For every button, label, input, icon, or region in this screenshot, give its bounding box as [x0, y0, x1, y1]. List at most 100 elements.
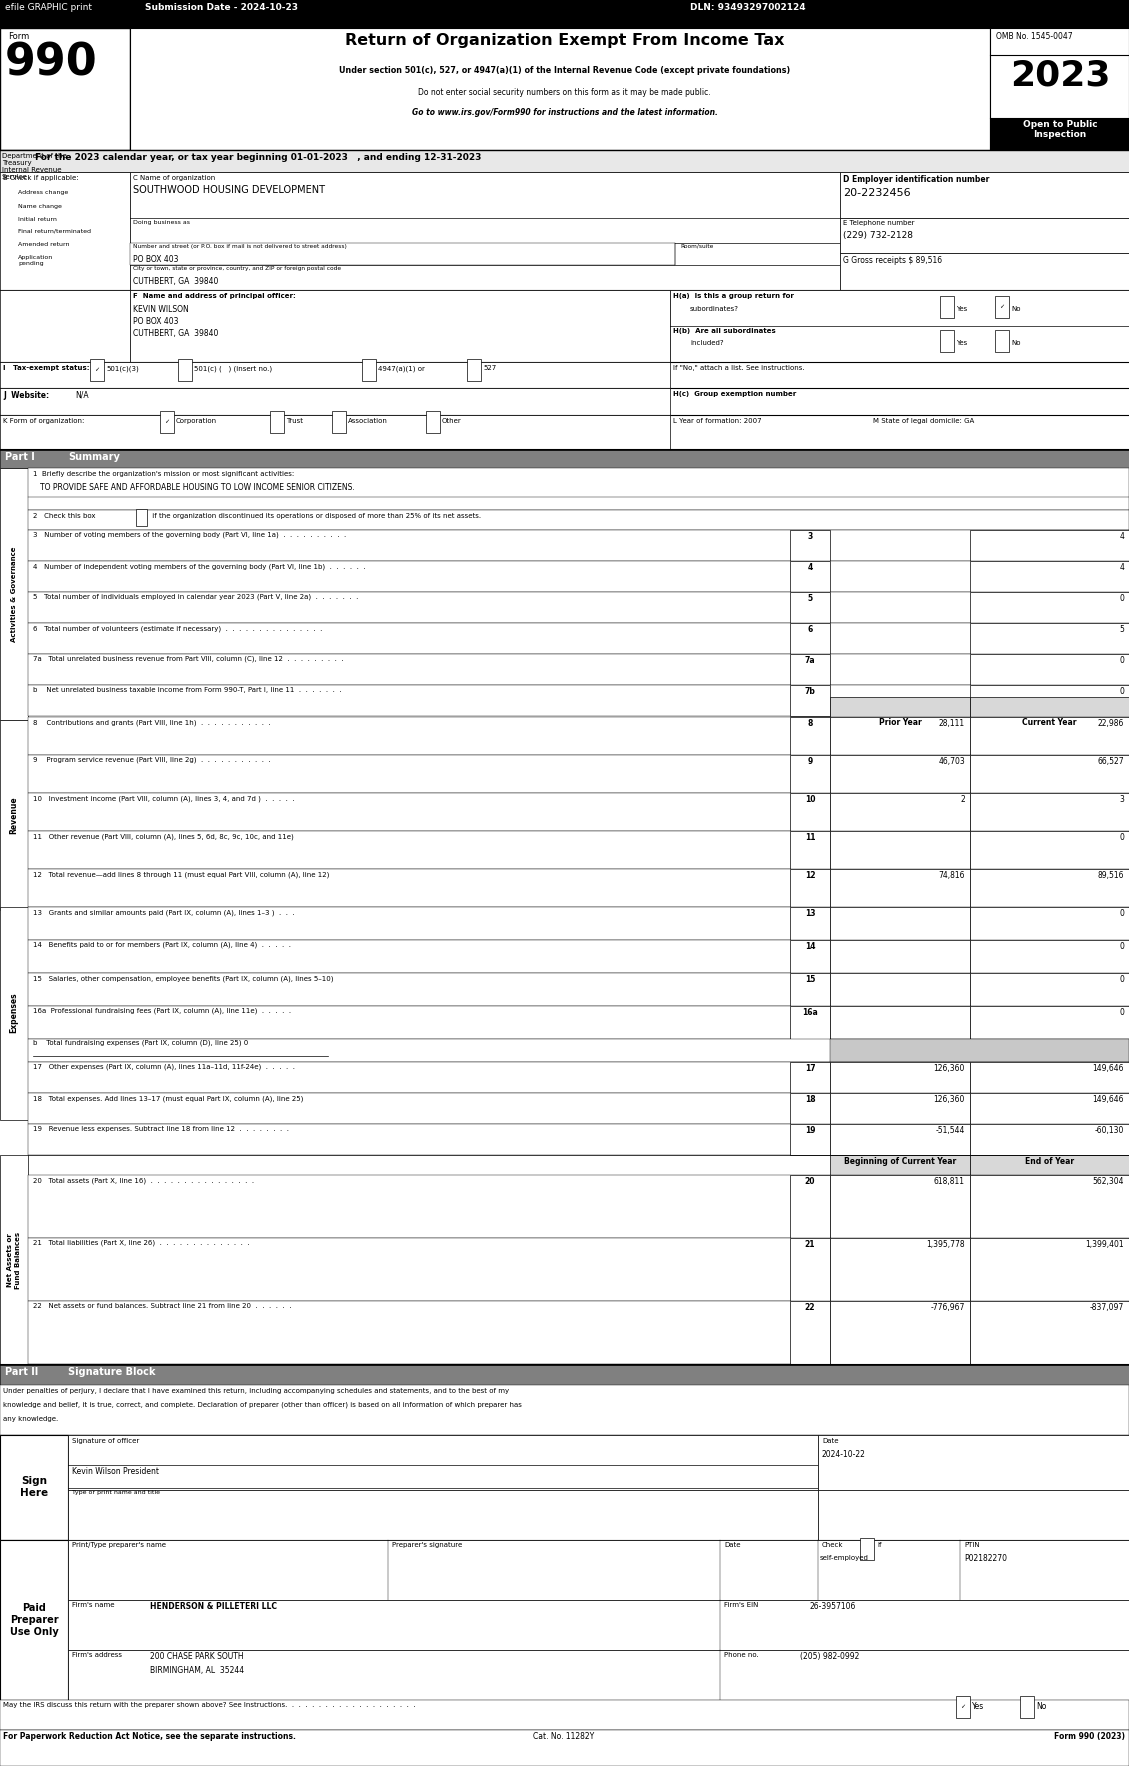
Bar	[970, 698, 1129, 717]
Bar	[28, 592, 1129, 623]
Bar	[790, 685, 830, 715]
Text: (229) 732-2128: (229) 732-2128	[843, 231, 913, 240]
Text: Go to www.irs.gov/Form990 for instructions and the latest information.: Go to www.irs.gov/Form990 for instructio…	[412, 108, 717, 117]
Text: Firm's address: Firm's address	[72, 1651, 122, 1658]
Text: E Telephone number: E Telephone number	[843, 221, 914, 226]
Text: M State of legal domicile: GA: M State of legal domicile: GA	[873, 419, 974, 424]
Text: L Year of formation: 2007: L Year of formation: 2007	[673, 419, 762, 424]
Text: Expenses: Expenses	[9, 992, 18, 1033]
Text: Sign
Here: Sign Here	[20, 1476, 49, 1498]
Text: Kevin Wilson President: Kevin Wilson President	[72, 1468, 159, 1476]
Bar	[28, 468, 1129, 510]
Bar	[830, 1123, 970, 1155]
Bar	[830, 1238, 970, 1302]
Bar	[970, 1093, 1129, 1123]
Bar	[0, 721, 28, 909]
Text: Address change: Address change	[18, 191, 68, 194]
Text: knowledge and belief, it is true, correct, and complete. Declaration of preparer: knowledge and belief, it is true, correc…	[3, 1402, 522, 1409]
Text: 126,360: 126,360	[934, 1063, 965, 1074]
Text: Room/suite: Room/suite	[680, 244, 714, 249]
Text: Check: Check	[822, 1542, 843, 1549]
Bar	[135, 509, 147, 526]
Bar	[970, 973, 1129, 1007]
Text: 14: 14	[805, 941, 815, 952]
Bar	[90, 358, 104, 381]
Bar	[130, 244, 675, 265]
Bar	[0, 908, 28, 1120]
Text: For the 2023 calendar year, or tax year beginning 01-01-2023   , and ending 12-3: For the 2023 calendar year, or tax year …	[35, 154, 481, 162]
Text: -837,097: -837,097	[1089, 1303, 1124, 1312]
Bar	[830, 1155, 970, 1174]
Text: DLN: 93493297002124: DLN: 93493297002124	[690, 4, 806, 12]
Text: 10: 10	[805, 795, 815, 804]
Text: 5: 5	[1119, 625, 1124, 634]
Text: 14   Benefits paid to or for members (Part IX, column (A), line 4)  .  .  .  .  : 14 Benefits paid to or for members (Part…	[33, 941, 291, 948]
Text: 11: 11	[805, 834, 815, 842]
Text: 74,816: 74,816	[938, 871, 965, 879]
Text: KEVIN WILSON: KEVIN WILSON	[133, 306, 189, 314]
Text: Cat. No. 11282Y: Cat. No. 11282Y	[533, 1732, 595, 1741]
Text: Yes: Yes	[956, 341, 968, 346]
Text: No: No	[1036, 1702, 1047, 1711]
Text: Date: Date	[822, 1438, 839, 1445]
Text: 18: 18	[805, 1095, 815, 1104]
Text: 4: 4	[1119, 532, 1124, 540]
Bar	[970, 1123, 1129, 1155]
Text: 1,399,401: 1,399,401	[1085, 1240, 1124, 1249]
Text: 501(c) (   ) (insert no.): 501(c) ( ) (insert no.)	[194, 366, 272, 371]
Bar	[28, 869, 1129, 908]
Bar	[790, 592, 830, 623]
Text: Preparer's signature: Preparer's signature	[392, 1542, 462, 1549]
Text: K Form of organization:: K Form of organization:	[3, 419, 85, 424]
Bar	[970, 717, 1129, 756]
Text: HENDERSON & PILLETERI LLC: HENDERSON & PILLETERI LLC	[150, 1602, 277, 1611]
Text: Paid
Preparer
Use Only: Paid Preparer Use Only	[10, 1604, 59, 1637]
Text: 21   Total liabilities (Part X, line 26)  .  .  .  .  .  .  .  .  .  .  .  .  . : 21 Total liabilities (Part X, line 26) .…	[33, 1240, 250, 1247]
Text: G Gross receipts $ 89,516: G Gross receipts $ 89,516	[843, 256, 942, 265]
Bar	[830, 973, 970, 1007]
Text: Date: Date	[724, 1542, 741, 1549]
Text: -51,544: -51,544	[936, 1127, 965, 1136]
Bar	[28, 510, 1129, 530]
Bar	[990, 28, 1129, 150]
Bar	[68, 1649, 1129, 1701]
Bar	[426, 411, 440, 433]
Text: 6   Total number of volunteers (estimate if necessary)  .  .  .  .  .  .  .  .  : 6 Total number of volunteers (estimate i…	[33, 625, 323, 632]
Bar	[956, 1695, 970, 1718]
Text: 501(c)(3): 501(c)(3)	[106, 366, 139, 371]
Text: 46,703: 46,703	[938, 758, 965, 766]
Bar	[790, 1123, 830, 1155]
Bar	[0, 1385, 1129, 1436]
Bar	[28, 1302, 1129, 1363]
Text: 17   Other expenses (Part IX, column (A), lines 11a–11d, 11f-24e)  .  .  .  .  .: 17 Other expenses (Part IX, column (A), …	[33, 1063, 295, 1070]
Text: b    Net unrelated business taxable income from Form 990-T, Part I, line 11  .  : b Net unrelated business taxable income …	[33, 687, 342, 692]
Text: -776,967: -776,967	[930, 1303, 965, 1312]
Bar	[830, 756, 970, 793]
Text: Firm's EIN: Firm's EIN	[724, 1602, 759, 1609]
Text: H(a)  Is this a group return for: H(a) Is this a group return for	[673, 293, 794, 298]
Bar	[0, 1701, 1129, 1731]
Bar	[790, 973, 830, 1007]
Text: Type or print name and title: Type or print name and title	[72, 1491, 160, 1496]
Bar	[970, 530, 1129, 562]
Bar	[790, 717, 830, 756]
Bar	[0, 362, 669, 389]
Bar	[830, 869, 970, 908]
Bar	[860, 1538, 874, 1559]
Text: 0: 0	[1119, 975, 1124, 984]
Bar	[819, 1436, 1129, 1491]
Text: -60,130: -60,130	[1095, 1127, 1124, 1136]
Text: 5: 5	[807, 593, 813, 602]
Bar	[0, 1540, 68, 1701]
Text: 0: 0	[1119, 593, 1124, 602]
Text: 15   Salaries, other compensation, employee benefits (Part IX, column (A), lines: 15 Salaries, other compensation, employe…	[33, 975, 333, 982]
Text: For Paperwork Reduction Act Notice, see the separate instructions.: For Paperwork Reduction Act Notice, see …	[3, 1732, 296, 1741]
Text: (205) 982-0992: (205) 982-0992	[800, 1651, 859, 1662]
Text: 9: 9	[807, 758, 813, 766]
Text: Other: Other	[441, 419, 462, 424]
Text: 0: 0	[1119, 834, 1124, 842]
Text: 11   Other revenue (Part VIII, column (A), lines 5, 6d, 8c, 9c, 10c, and 11e): 11 Other revenue (Part VIII, column (A),…	[33, 834, 294, 839]
Text: any knowledge.: any knowledge.	[3, 1416, 59, 1422]
Text: 9    Program service revenue (Part VIII, line 2g)  .  .  .  .  .  .  .  .  .  . : 9 Program service revenue (Part VIII, li…	[33, 758, 271, 763]
Bar	[28, 1174, 1129, 1238]
